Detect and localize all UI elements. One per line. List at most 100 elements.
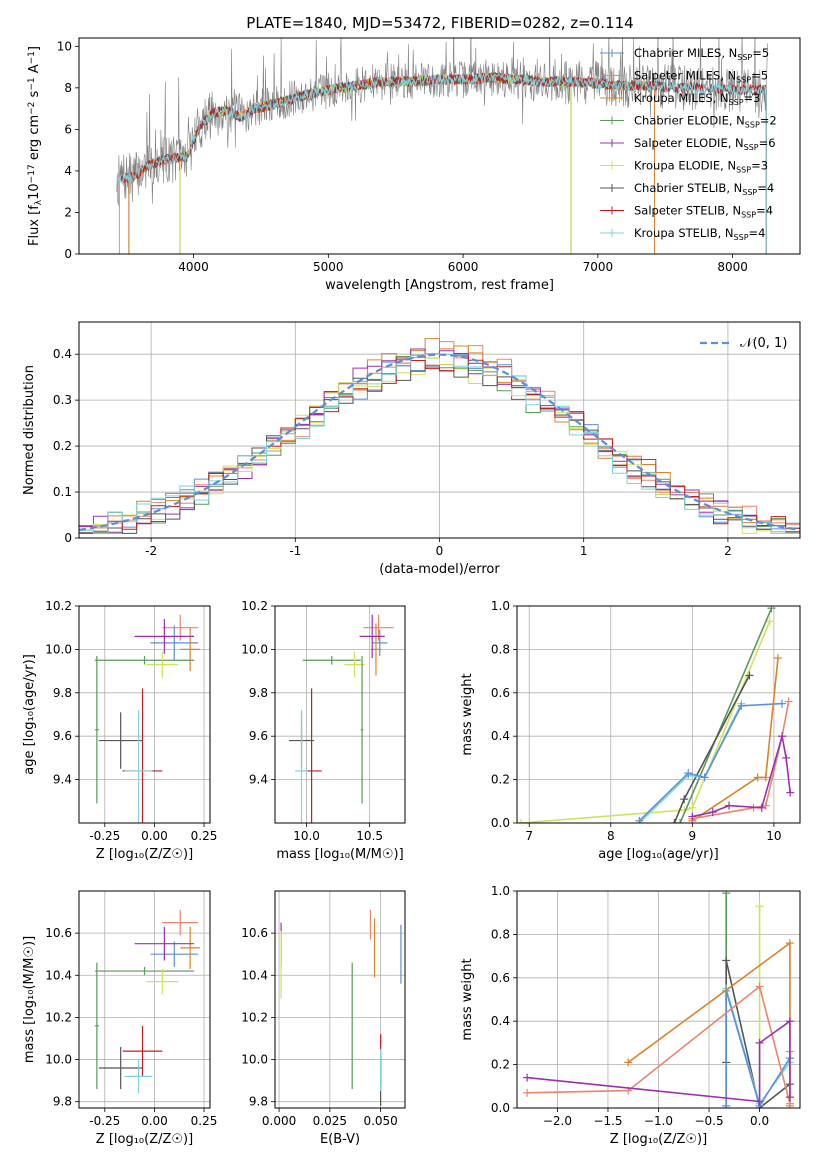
x-tick-label: 10.0 [293,829,320,843]
legend-label: Kroupa STELIB, NSSP=4 [634,226,765,242]
errorbar-chabrier-elodie [94,655,99,804]
series-kroupa-elodie [517,617,774,823]
y-tick-label: 9.8 [53,1095,72,1109]
legend-subscript: SSP [737,53,752,62]
legend-label: Salpeter MILES, NSSP=5 [634,69,768,85]
x-tick-label: −1.5 [593,1114,622,1128]
y-tick-label: 0.1 [53,485,72,499]
y-tick-label: 10.0 [241,1053,268,1067]
panel-age_vs_mass: 10.0 10.5 9.4 9.6 9.8 10.0 10.2 mass [log₁₀(M/M… [241,599,406,862]
y-axis-label-part: −2 [27,102,37,115]
plot-area [280,909,402,1106]
x-tick-label: 0.0 [750,1114,769,1128]
x-tick-label: -2 [145,544,157,558]
y-tick-label: 10.0 [45,642,72,656]
y-tick-label: 9.8 [249,686,268,700]
axes-frame [274,890,406,1109]
errorbar-salpeter-miles [162,909,199,936]
series-salpeter-elodie [688,732,795,821]
legend-label: Chabrier STELIB, NSSP=4 [634,181,774,197]
panel-spectrum: 4000 5000 6000 7000 8000 0 2 4 6 8 10 wavelength [A… [27,37,801,293]
y-tick-label: 0.4 [53,347,72,361]
y-tick-label: 0 [64,247,72,261]
y-tick-label: 9.6 [53,729,72,743]
y-axis-label-part: −1 [27,51,37,64]
y-tick-label: 1.0 [491,599,510,613]
legend-label: Chabrier ELODIE, NSSP=2 [634,114,777,130]
y-axis-label-part: λ [34,199,44,205]
axes-frame [274,605,406,824]
y-axis-label: mass [log₁₀(M/M☉)] [22,936,37,1063]
panel-residuals: -2 -1 0 1 2 0 0.1 0.2 0.3 0.4 (data-model)/error No… [22,321,801,577]
x-tick-label: 10.5 [356,829,383,843]
series-line [692,735,791,818]
legend-subscript: SSP [736,76,751,85]
y-tick-label: 2 [64,205,72,219]
x-tick-label: -1 [289,544,301,558]
x-tick-label: 8000 [717,260,748,274]
normal-curve [79,353,800,531]
y-tick-label: 1.0 [491,884,510,898]
legend-suffix: =3 [744,91,761,105]
errorbar-kroupa-miles [180,627,201,672]
plot-area [94,614,201,823]
series-chabrier-miles [635,699,787,823]
plot-area [517,606,795,823]
errorbar-chabrier-elodie [302,655,361,665]
y-tick-label: 9.8 [53,686,72,700]
x-tick-label: 8 [607,829,615,843]
x-tick-label: 0 [436,544,444,558]
legend-subscript: SSP [744,143,759,152]
errorbar-kroupa-stelib [124,710,153,823]
plot-area [523,891,794,1108]
y-tick-label: 0.4 [491,729,510,743]
y-axis-label: Flux [fλ10−17 erg cm−2 s−1 A−1] [27,46,44,246]
y-tick-label: 4 [64,164,72,178]
x-axis-label: (data-model)/error [379,562,500,577]
legend-label: Kroupa MILES, NSSP=3 [634,91,760,107]
series-chabrier-elodie [676,606,776,823]
errorbar-chabrier-elodie [94,655,195,665]
legend-suffix: =4 [749,226,766,240]
x-axis-label: Z [log₁₀(Z/Z☉)] [96,847,193,862]
x-tick-label: -0.25 [89,829,120,843]
legend-subscript: SSP [742,188,757,197]
plot-area [79,338,800,534]
series-chabrier-stelib [722,956,794,1108]
legend-suffix: =4 [756,204,773,218]
y-tick-label: 8 [64,81,72,95]
y-tick-label: 10.0 [45,1053,72,1067]
x-tick-label: 0.00 [141,829,168,843]
errorbar-kroupa-elodie [344,651,365,678]
x-tick-label: −0.5 [694,1114,723,1128]
x-tick-label: 9 [689,829,697,843]
figure-title: PLATE=1840, MJD=53472, FIBERID=0282, z=0… [246,14,633,32]
x-tick-label: −2.0 [543,1114,572,1128]
y-axis-label-part: 10 [27,183,42,200]
y-axis-label: age [log₁₀(age/yr)] [22,654,37,775]
panel-weight_vs_age: 7 8 9 10 0.0 0.2 0.4 0.6 0.8 1.0 age [log₁₀(age/yr… [460,599,801,862]
x-tick-label: 5000 [313,260,344,274]
y-tick-label: 10.6 [241,926,268,940]
y-tick-label: 10.0 [241,642,268,656]
errorbar-kroupa-stelib [295,710,308,823]
y-tick-label: 9.6 [249,729,268,743]
errorbar-salpeter-elodie [134,619,195,654]
x-tick-label: 0.25 [191,829,218,843]
legend-label: Kroupa ELODIE, NSSP=3 [634,159,768,175]
series-chabrier-stelib [670,671,754,823]
axes-frame [78,37,801,255]
axes-frame [78,605,211,824]
y-tick-label: 0.0 [491,816,510,830]
errorbar-salpeter-elodie [359,614,385,659]
y-tick-label: 6 [64,122,72,136]
y-tick-label: 10.2 [45,599,72,613]
legend-suffix: =2 [760,114,777,128]
legend-subscript: SSP [729,98,744,107]
y-tick-label: 0.8 [491,927,510,941]
errorbar-kroupa-stelib [124,1059,153,1094]
y-tick-label: 0.4 [491,1014,510,1028]
x-tick-label: 4000 [178,260,209,274]
y-tick-label: 9.8 [249,1095,268,1109]
